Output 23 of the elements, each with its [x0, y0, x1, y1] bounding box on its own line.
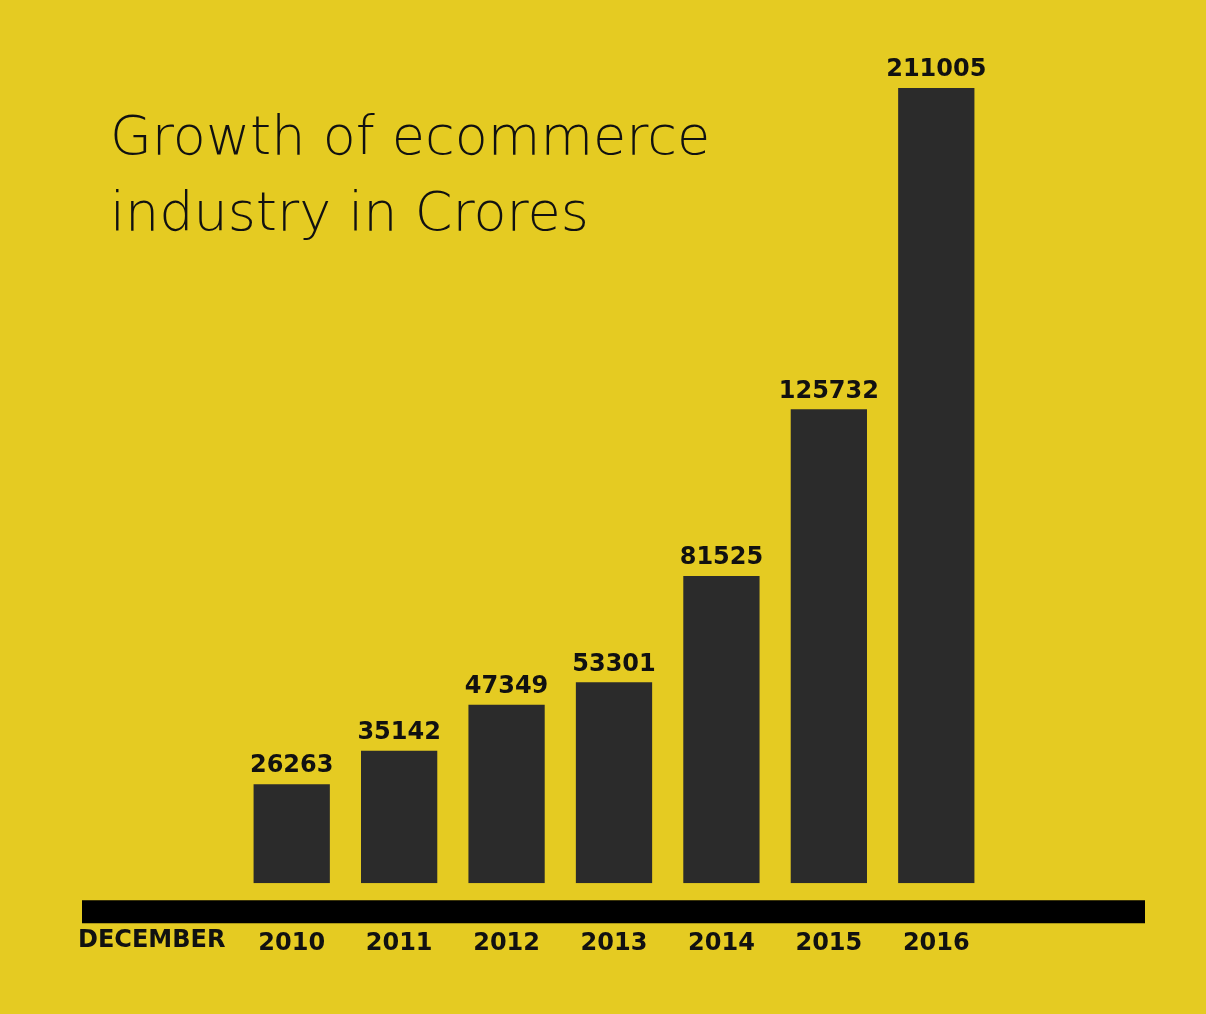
x-tick-label: 2015 [795, 927, 863, 956]
data-label: 47349 [464, 670, 549, 699]
bar [361, 750, 438, 884]
data-label: 53301 [572, 648, 656, 677]
data-label: 211005 [886, 54, 987, 83]
data-label: 81525 [679, 542, 764, 571]
bar [683, 575, 760, 884]
x-tick-label: 2012 [473, 927, 540, 956]
data-label: 26263 [249, 750, 334, 779]
x-tick-label: 2013 [580, 927, 648, 956]
bar [253, 784, 330, 884]
data-label: 125732 [778, 375, 879, 404]
x-tick-label: 2010 [258, 927, 326, 956]
text: Growth of ecommerce industry in Crores [110, 103, 712, 245]
data-label: 35142 [357, 717, 441, 745]
bar [468, 704, 545, 884]
x-axis-title: DECEMBER [78, 925, 226, 954]
x-tick-label: 2011 [365, 927, 433, 956]
bar [898, 88, 975, 884]
bar [790, 409, 867, 884]
x-tick-label: 2014 [688, 927, 755, 956]
bar [575, 682, 653, 884]
x-tick-label: 2016 [902, 927, 970, 956]
